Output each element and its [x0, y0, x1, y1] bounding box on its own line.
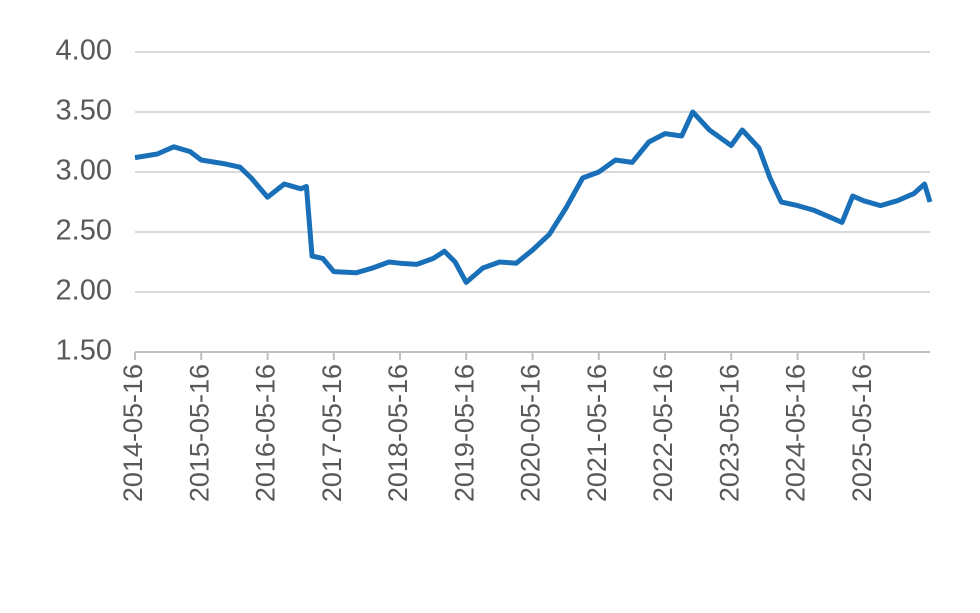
- x-tick-label: 2025-05-16: [847, 364, 877, 502]
- y-tick-label: 3.50: [56, 95, 112, 127]
- x-tick-label: 2021-05-16: [582, 364, 612, 502]
- y-tick-label: 4.00: [56, 35, 112, 67]
- x-tick-label: 2015-05-16: [184, 364, 214, 502]
- x-tick-label: 2022-05-16: [648, 364, 678, 502]
- line-series: [134, 109, 933, 285]
- y-tick-label: 2.00: [56, 275, 112, 307]
- y-tick-label: 1.50: [56, 335, 112, 367]
- x-tick-label: 2019-05-16: [449, 364, 479, 502]
- y-tick-label: 3.00: [56, 155, 112, 187]
- x-tick-label: 2017-05-16: [317, 364, 347, 502]
- x-tick-label: 2024-05-16: [781, 364, 811, 502]
- x-tick-label: 2020-05-16: [516, 364, 546, 502]
- x-tick-label: 2018-05-16: [383, 364, 413, 502]
- x-tick-label: 2014-05-16: [118, 364, 148, 502]
- x-tick-label: 2023-05-16: [714, 364, 744, 502]
- x-tick-label: 2016-05-16: [251, 364, 281, 502]
- y-tick-label: 2.50: [56, 215, 112, 247]
